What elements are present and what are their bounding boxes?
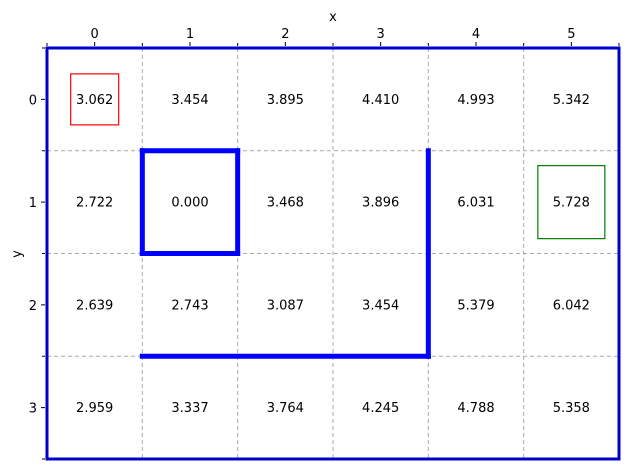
- highlight-start: [70, 73, 120, 126]
- y-tick-label: 0: [29, 93, 37, 108]
- cell-value: 3.062: [76, 93, 113, 108]
- cell-value: 4.993: [457, 93, 494, 108]
- cell-value: 2.639: [76, 298, 113, 313]
- cell-value: 5.358: [553, 401, 590, 416]
- y-tick-label: 1: [29, 196, 37, 211]
- cell-values: 3.062 3.454 3.895 4.410 4.993 5.342 2.722 0.000…: [76, 93, 590, 416]
- plot-frame: [45, 46, 621, 461]
- cell-value: 6.042: [553, 298, 590, 313]
- cell-value: 5.342: [553, 93, 590, 108]
- cell-value: 5.379: [457, 298, 494, 313]
- x-tick-label: 1: [186, 27, 194, 42]
- cell-value: 6.031: [457, 196, 494, 211]
- x-axis-ticks: 0 1 2 3 4 5: [46, 27, 620, 46]
- y-tick-label: 2: [29, 299, 37, 314]
- cell-value: 3.454: [362, 298, 399, 313]
- cell-value: 3.468: [267, 196, 304, 211]
- cell-value: 3.895: [267, 93, 304, 108]
- x-tick-label: 2: [281, 27, 289, 42]
- y-tick-label: 3: [29, 402, 37, 417]
- x-tick-label: 5: [567, 27, 575, 42]
- cell-value: 2.959: [76, 401, 113, 416]
- cell-highlights: [70, 73, 606, 240]
- cell-value: 0.000: [171, 196, 208, 211]
- cell-value: 3.764: [267, 401, 304, 416]
- cell-value: 5.728: [553, 196, 590, 211]
- y-axis-label: y: [10, 250, 25, 258]
- y-axis-ticks: 0 1 2 3: [29, 47, 45, 460]
- walls: [139, 148, 431, 359]
- cell-value: 3.454: [171, 93, 208, 108]
- cell-value: 3.337: [171, 401, 208, 416]
- x-tick-label: 3: [377, 27, 385, 42]
- cell-value: 4.788: [457, 401, 494, 416]
- cell-value: 4.410: [362, 93, 399, 108]
- x-tick-label: 0: [91, 27, 99, 42]
- cell-value: 2.743: [171, 298, 208, 313]
- cell-value: 3.087: [267, 298, 304, 313]
- x-axis-label: x: [329, 10, 337, 25]
- x-tick-label: 4: [472, 27, 480, 42]
- cell-value: 3.896: [362, 196, 399, 211]
- highlight-goal: [537, 165, 606, 240]
- cell-value: 4.245: [362, 401, 399, 416]
- cell-value: 2.722: [76, 196, 113, 211]
